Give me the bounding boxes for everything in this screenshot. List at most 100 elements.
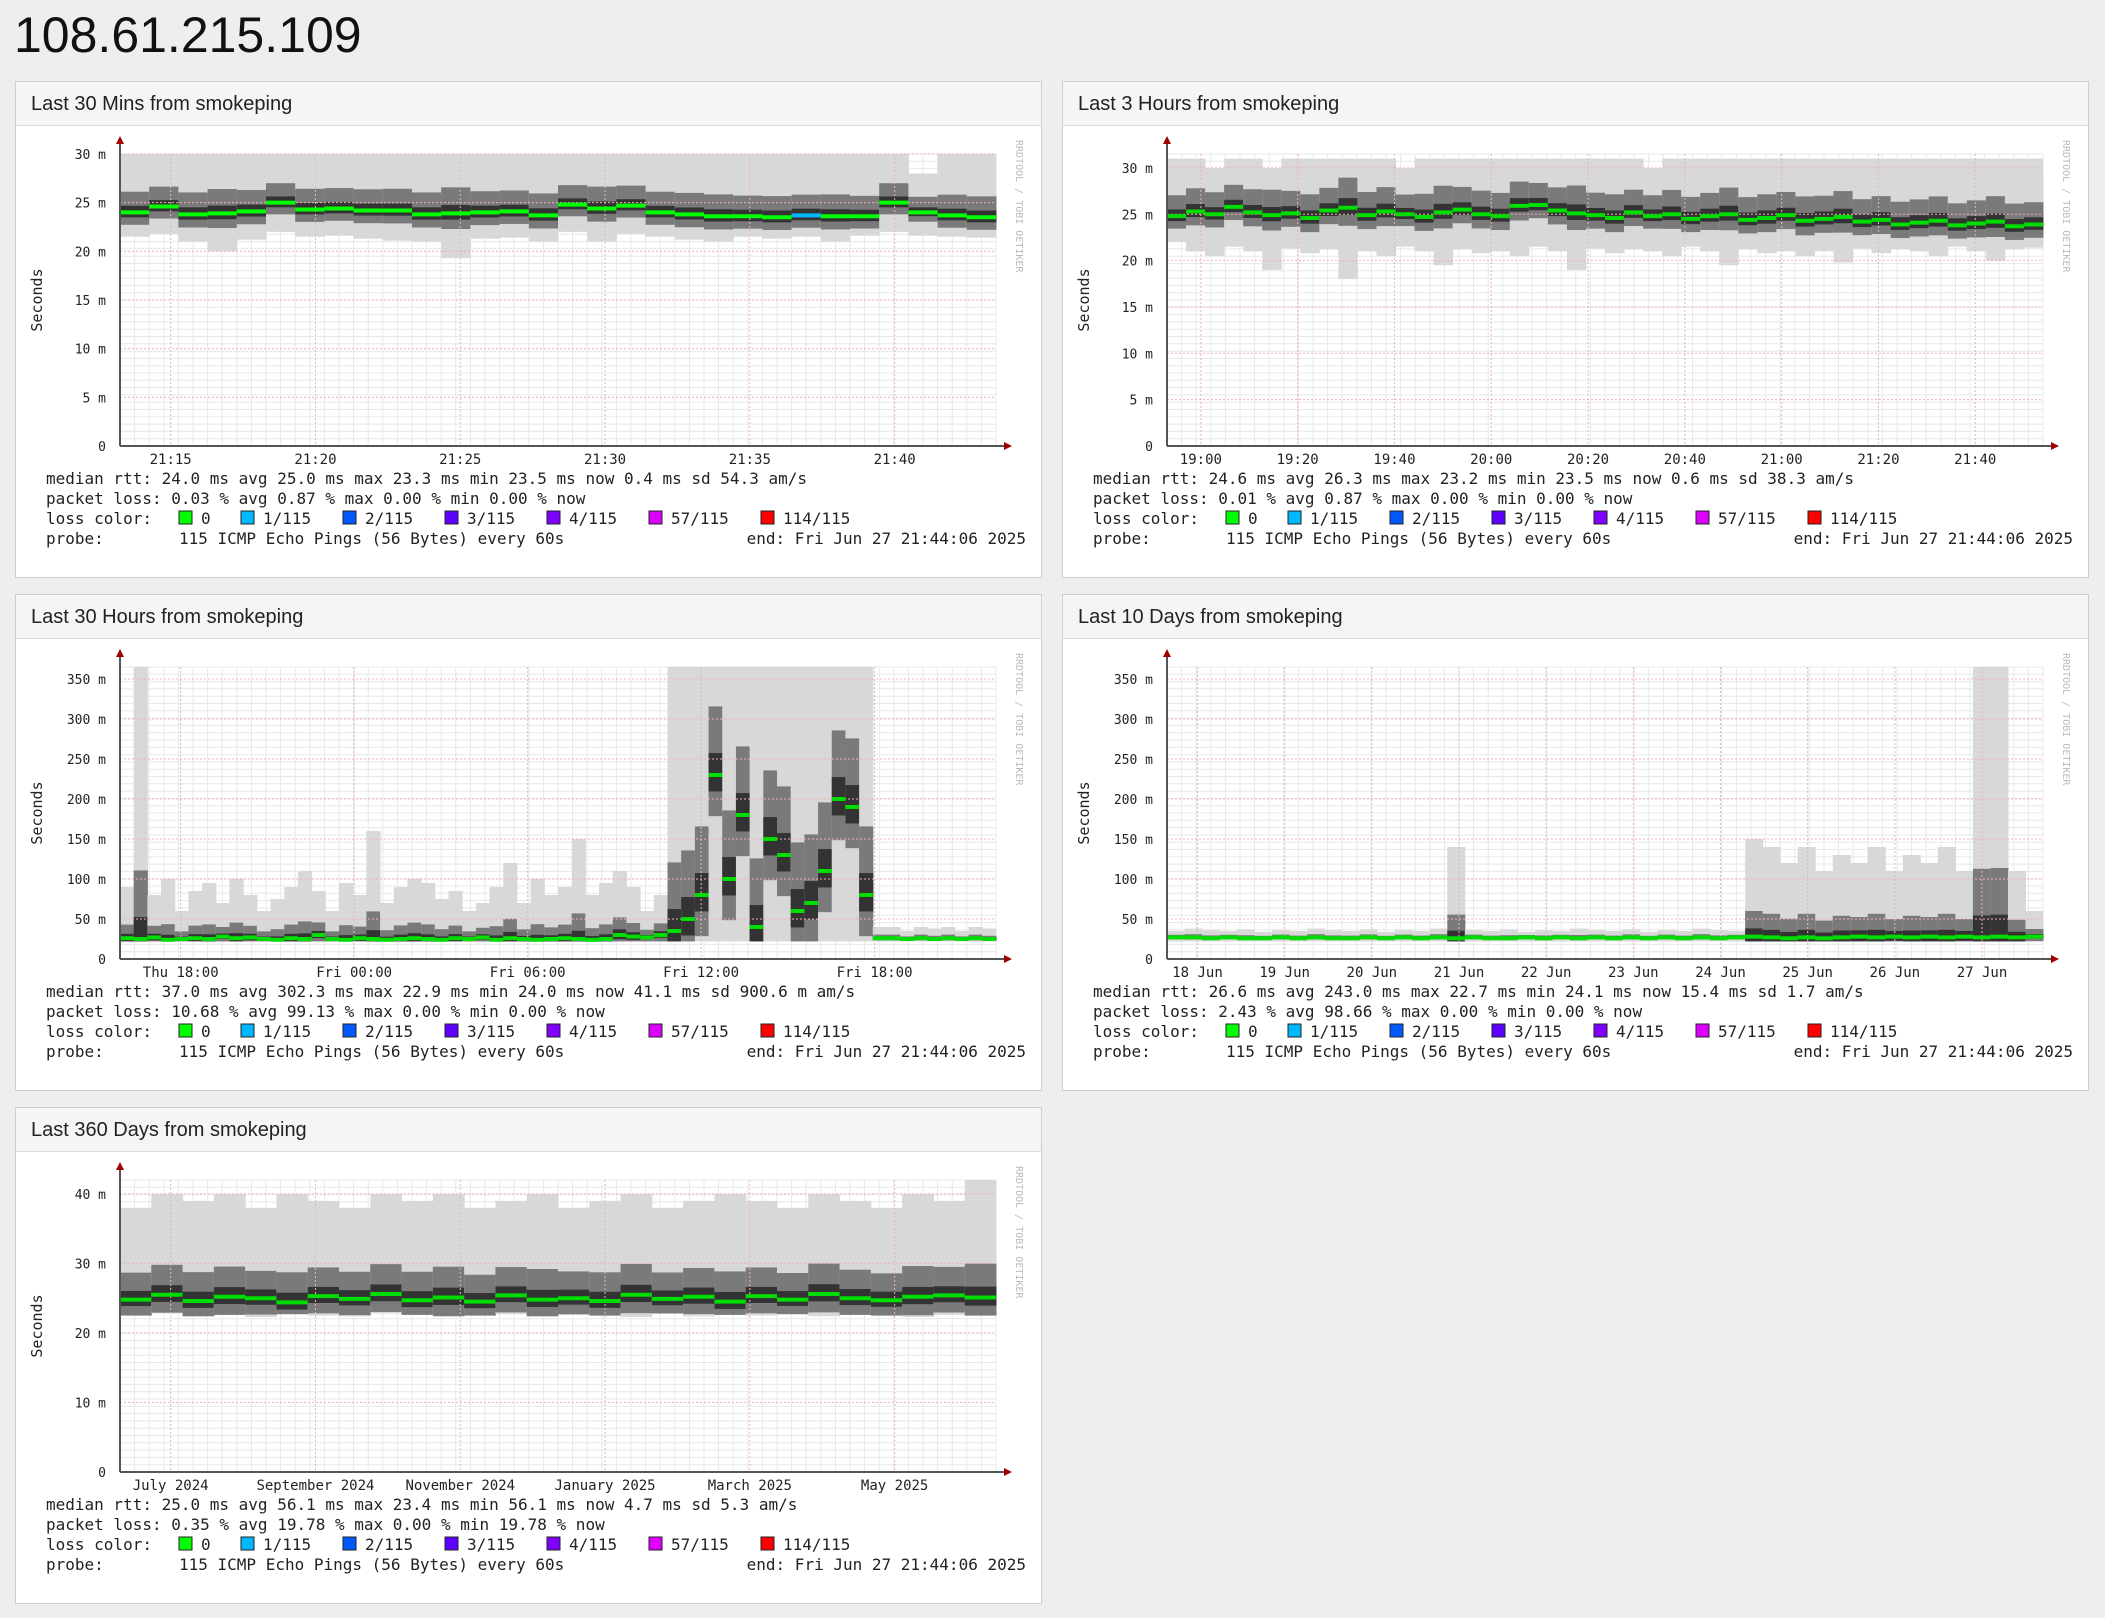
- panel-last-3-hours: Last 3 Hours from smokeping 30 m 25 m 20 m…: [1062, 81, 2089, 578]
- smoke-core: [256, 931, 272, 942]
- loss-color-swatch: [648, 1023, 663, 1038]
- y-tick-label: 150 m: [1114, 833, 1153, 848]
- loss-color-value: 0: [1248, 509, 1258, 528]
- median-line: [1167, 934, 2043, 941]
- loss-color-value: 114/115: [783, 509, 850, 528]
- y-tick-label: 5 m: [1130, 394, 1154, 409]
- panel-last-30-mins: Last 30 Mins from smokeping 30 m 25 m 20 m…: [15, 81, 1042, 578]
- x-tick-label: 21:35: [729, 452, 771, 468]
- x-tick-label: 19:00: [1180, 452, 1222, 468]
- loss-color-swatch: [1807, 510, 1822, 525]
- loss-color-value: 4/115: [1616, 509, 1664, 528]
- loss-color-swatch: [546, 1536, 561, 1551]
- x-tick-label: 25 Jun: [1782, 965, 1833, 981]
- rrdtool-watermark: RRDTOOL / TOBI OETIKER: [1013, 1166, 1024, 1299]
- x-tick-label: 26 Jun: [1870, 965, 1921, 981]
- x-tick-label: 23 Jun: [1608, 965, 1659, 981]
- probe-text: 115 ICMP Echo Pings (56 Bytes) every 60s: [1226, 529, 1611, 548]
- x-tick-label: 19 Jun: [1259, 965, 1310, 981]
- end-time-text: end: Fri Jun 27 21:44:06 2025: [1794, 529, 2073, 548]
- smoke-core-dark: [749, 905, 764, 942]
- smoke-core: [325, 931, 340, 942]
- packet-loss-line: packet loss: 0.35 % avg 19.78 % max 0.00…: [46, 1515, 605, 1534]
- y-axis-label: Seconds: [28, 1294, 46, 1357]
- x-tick-label: January 2025: [554, 1478, 655, 1494]
- loss-color-value: 1/115: [263, 1535, 311, 1554]
- loss-color-value: 57/115: [671, 1022, 729, 1041]
- x-tick-label: Fri 12:00: [663, 965, 739, 981]
- loss-color-swatch: [1225, 1023, 1240, 1038]
- smoke-core-dark: [571, 930, 586, 942]
- loss-color-swatch: [240, 510, 255, 525]
- loss-color-swatch: [1807, 1023, 1822, 1038]
- loss-color-value: 114/115: [783, 1535, 850, 1554]
- x-tick-label: 21 Jun: [1434, 965, 1485, 981]
- loss-color-label: loss color:: [46, 1022, 152, 1041]
- panel-last-360-days: Last 360 Days from smokeping 40 m 30 m 20 …: [15, 1107, 1042, 1604]
- y-tick-label: 100 m: [1114, 873, 1153, 888]
- x-tick-label: 20 Jun: [1347, 965, 1398, 981]
- x-tick-label: 21:40: [874, 452, 916, 468]
- loss-color-value: 57/115: [1718, 509, 1776, 528]
- x-tick-label: Fri 06:00: [490, 965, 566, 981]
- y-tick-label: 350 m: [67, 673, 106, 688]
- x-tick-label: 21:25: [439, 452, 481, 468]
- probe-label: probe:: [1093, 1042, 1151, 1061]
- smokeping-graph-360-days: 40 m 30 m 20 m 10 m 0 July 2024 September 2024…: [28, 1162, 1026, 1574]
- loss-color-swatch: [1389, 510, 1404, 525]
- x-tick-label: 21:30: [584, 452, 626, 468]
- median-rtt-line: median rtt: 25.0 ms avg 56.1 ms max 23.4…: [46, 1495, 797, 1514]
- y-axis-label: Seconds: [1075, 781, 1093, 844]
- probe-label: probe:: [46, 529, 104, 548]
- x-tick-label: Fri 18:00: [837, 965, 913, 981]
- loss-color-value: 4/115: [569, 509, 617, 528]
- loss-color-swatch: [240, 1536, 255, 1551]
- x-tick-label: Thu 18:00: [143, 965, 219, 981]
- loss-color-value: 114/115: [1830, 1022, 1897, 1041]
- packet-loss-line: packet loss: 0.03 % avg 0.87 % max 0.00 …: [46, 489, 586, 508]
- y-tick-label: 0: [1145, 440, 1153, 455]
- loss-color-swatch: [342, 1023, 357, 1038]
- smoke-core-dark: [818, 849, 833, 888]
- x-axis-arrow: [1004, 955, 1012, 963]
- panel-title: Last 10 Days from smokeping: [1063, 595, 2088, 639]
- y-tick-label: 300 m: [67, 713, 106, 728]
- rrdtool-watermark: RRDTOOL / TOBI OETIKER: [2060, 653, 2071, 786]
- x-tick-label: March 2025: [708, 1478, 792, 1494]
- y-tick-label: 30 m: [75, 148, 106, 163]
- y-tick-label: 10 m: [1122, 347, 1153, 362]
- loss-color-value: 57/115: [1718, 1022, 1776, 1041]
- y-tick-label: 20 m: [1122, 255, 1153, 270]
- probe-label: probe:: [1093, 529, 1151, 548]
- loss-color-value: 1/115: [263, 1022, 311, 1041]
- x-axis-arrow: [1004, 442, 1012, 450]
- loss-color-value: 2/115: [1412, 1022, 1460, 1041]
- x-tick-label: 19:20: [1277, 452, 1319, 468]
- end-time-text: end: Fri Jun 27 21:44:06 2025: [747, 1555, 1026, 1574]
- loss-color-swatch: [1491, 510, 1506, 525]
- x-tick-label: May 2025: [861, 1478, 928, 1494]
- y-tick-label: 0: [1145, 953, 1153, 968]
- y-axis-label: Seconds: [28, 781, 46, 844]
- packet-loss-line: packet loss: 10.68 % avg 99.13 % max 0.0…: [46, 1002, 605, 1021]
- y-tick-label: 5 m: [83, 391, 107, 406]
- smoke-core-dark: [667, 909, 682, 942]
- loss-color-swatch: [1225, 510, 1240, 525]
- loss-color-value: 4/115: [569, 1022, 617, 1041]
- y-tick-label: 25 m: [75, 197, 106, 212]
- smoke-core-dark: [859, 873, 874, 912]
- loss-color-value: 3/115: [467, 1535, 515, 1554]
- x-tick-label: 20:20: [1567, 452, 1609, 468]
- loss-color-value: 0: [201, 1535, 211, 1554]
- loss-color-value: 3/115: [467, 1022, 515, 1041]
- loss-color-value: 1/115: [1310, 1022, 1358, 1041]
- loss-color-value: 1/115: [263, 509, 311, 528]
- rrdtool-watermark: RRDTOOL / TOBI OETIKER: [1013, 140, 1024, 273]
- median-line: [120, 1292, 996, 1305]
- loss-color-swatch: [444, 510, 459, 525]
- probe-label: probe:: [46, 1555, 104, 1574]
- y-tick-label: 0: [98, 1466, 106, 1481]
- median-line: [120, 773, 996, 942]
- x-tick-label: 27 Jun: [1957, 965, 2008, 981]
- x-tick-label: 24 Jun: [1695, 965, 1746, 981]
